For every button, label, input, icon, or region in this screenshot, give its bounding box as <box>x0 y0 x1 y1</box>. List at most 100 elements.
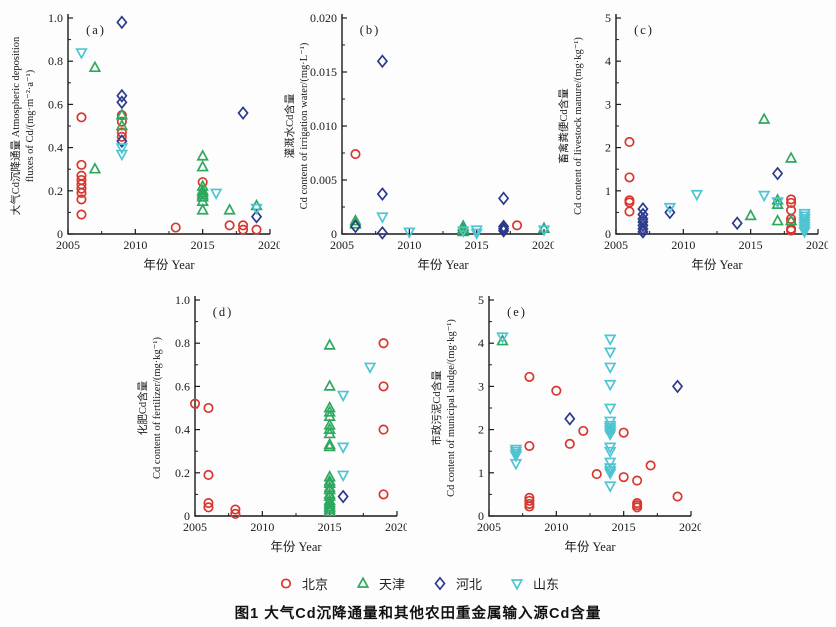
legend-item-hebei: 河北 <box>431 574 482 593</box>
circle-icon <box>280 577 292 589</box>
data-point <box>76 194 87 205</box>
data-point <box>524 371 535 382</box>
data-point <box>323 498 336 510</box>
y-tick-label: 5 <box>605 11 611 25</box>
data-point <box>230 504 241 515</box>
data-point <box>512 220 523 231</box>
chart-panel-a: 0 0.2 0.4 0.6 0.8 1.0 2005 2010 2015 2020 (a) 大气Cd沉… <box>8 4 282 280</box>
legend-item-shandong: 山东 <box>508 574 559 593</box>
data-point <box>663 202 677 215</box>
data-point <box>323 422 336 434</box>
data-point <box>378 424 389 435</box>
data-point <box>603 468 617 480</box>
data-point <box>798 227 811 239</box>
x-tick-label: 2015 <box>465 238 489 252</box>
data-point <box>603 466 617 478</box>
data-point <box>671 379 684 394</box>
data-point <box>456 226 470 238</box>
data-point <box>76 183 87 194</box>
data-point <box>645 460 656 471</box>
y-tick-label: 0.8 <box>175 336 190 350</box>
y-tick-label: 0.4 <box>175 423 190 437</box>
data-point <box>772 166 784 181</box>
data-point <box>744 208 757 221</box>
data-point <box>336 390 350 403</box>
y-tick-label: 2 <box>478 423 484 437</box>
data-point <box>116 88 128 103</box>
data-point <box>537 221 551 233</box>
x-tick-label: 2010 <box>250 520 274 534</box>
data-point <box>323 500 336 512</box>
scatter-plot: 0 1 2 3 4 5 2005 2010 2015 2020 (c) 畜禽粪便Cd含量 Cd cont… <box>557 11 830 272</box>
chart-row-bottom: 0 0.2 0.4 0.6 0.8 1.0 2005 2010 2015 2020 (d) 化肥Cd含… <box>0 286 836 562</box>
data-point <box>456 219 470 231</box>
data-point <box>251 224 262 235</box>
data-point <box>551 385 562 396</box>
legend-item-beijing: 北京 <box>277 574 328 593</box>
data-point <box>672 491 683 502</box>
data-point <box>603 457 617 470</box>
chart-row-top: 0 0.2 0.4 0.6 0.8 1.0 2005 2010 2015 2020 (a) 大气Cd沉… <box>0 4 836 280</box>
data-point <box>116 134 128 149</box>
data-point <box>323 483 336 495</box>
data-point <box>496 333 509 346</box>
data-point <box>498 221 510 236</box>
y-tick-label: 3 <box>478 379 484 393</box>
data-point <box>115 108 129 120</box>
data-point <box>603 427 617 439</box>
x-axis-label: 年份 Year <box>417 258 469 272</box>
triangle-up-icon <box>356 575 370 588</box>
y-tick-label: 0 <box>478 509 484 523</box>
data-point <box>238 224 249 235</box>
data-point <box>690 189 704 202</box>
diamond-marker-icon <box>434 576 446 590</box>
data-point <box>637 221 649 236</box>
data-point <box>524 495 535 506</box>
scatter-plot: 0 0.2 0.4 0.6 0.8 1.0 2005 2010 2015 2020 (a) 大气Cd沉… <box>9 11 282 272</box>
scatter-plot: 0 0.2 0.4 0.6 0.8 1.0 2005 2010 2015 2020 (d) 化肥Cd含… <box>136 293 409 554</box>
data-point <box>378 489 389 500</box>
scatter-plot: 0 1 2 3 4 5 2005 2010 2015 2020 (e) 市政污泥Cd含量 Cd cont… <box>430 293 703 554</box>
data-point <box>498 223 510 238</box>
y-axis-label-line2: Cd content of livestock manure/(mg·kg⁻¹) <box>573 37 584 215</box>
data-point <box>664 205 676 220</box>
data-point <box>115 118 129 131</box>
data-point <box>203 469 214 481</box>
y-axis-label-line1: 市政污泥Cd含量 <box>430 370 443 446</box>
data-point <box>196 183 209 196</box>
data-point <box>564 411 576 426</box>
data-point <box>757 112 771 124</box>
x-tick-label: 2015 <box>191 238 215 252</box>
data-point <box>603 347 617 359</box>
data-point <box>323 470 336 482</box>
y-tick-label: 4 <box>478 336 484 350</box>
data-point <box>603 379 617 392</box>
data-point <box>230 508 241 519</box>
x-tick-label: 2020 <box>679 520 701 534</box>
data-point <box>509 458 523 471</box>
x-tick-label: 2015 <box>318 520 342 534</box>
data-point <box>237 106 249 120</box>
x-axis-label: 年份 Year <box>691 258 743 272</box>
data-point <box>784 151 798 163</box>
data-point <box>618 427 629 438</box>
data-point <box>76 187 87 199</box>
data-point <box>76 112 87 123</box>
y-axis-label-line2: Cd content of municipal sludge/(mg·kg⁻¹) <box>446 319 457 497</box>
data-point <box>603 403 617 416</box>
data-point <box>196 203 209 215</box>
data-point <box>209 188 223 201</box>
data-point <box>189 398 201 409</box>
panel-label: (e) <box>507 305 527 319</box>
data-point <box>591 469 602 480</box>
data-point <box>624 136 635 148</box>
chart-panel-c: 0 1 2 3 4 5 2005 2010 2015 2020 (c) 畜禽粪便Cd含量 Cd cont… <box>556 4 830 280</box>
x-tick-label: 2005 <box>330 238 354 252</box>
data-point <box>323 437 336 450</box>
data-point <box>116 131 127 142</box>
x-tick-label: 2020 <box>385 520 407 534</box>
y-axis-label-line2: Cd content of irrigation water/(mg·L⁻¹) <box>299 42 310 209</box>
x-tick-label: 2020 <box>258 238 280 252</box>
data-point <box>632 502 643 513</box>
